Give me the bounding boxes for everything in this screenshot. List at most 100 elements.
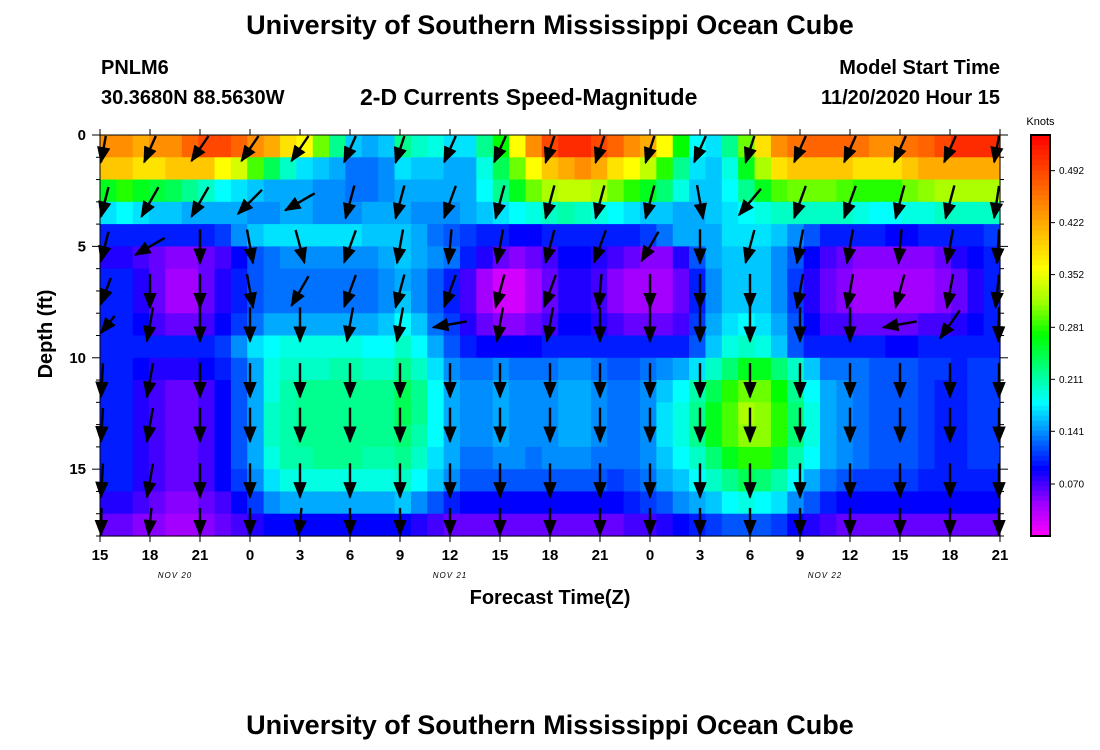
heatmap-cell bbox=[689, 201, 707, 225]
heatmap-cell bbox=[623, 357, 641, 381]
heatmap-cell bbox=[738, 469, 756, 493]
heatmap-cell bbox=[443, 268, 461, 292]
heatmap-cell bbox=[967, 491, 985, 515]
heatmap-cell bbox=[116, 268, 134, 292]
heatmap-cell bbox=[165, 424, 183, 448]
heatmap-cell bbox=[230, 357, 248, 381]
heatmap-cell bbox=[476, 402, 494, 426]
heatmap-cell bbox=[165, 402, 183, 426]
heatmap-cell bbox=[329, 313, 347, 337]
heatmap-cell bbox=[787, 424, 805, 448]
heatmap-cell bbox=[950, 402, 968, 426]
heatmap-cell bbox=[820, 224, 837, 247]
heatmap-cell bbox=[918, 246, 936, 270]
heatmap-cell bbox=[590, 179, 608, 203]
heatmap-cell bbox=[950, 268, 968, 292]
current-vector-arrow bbox=[143, 463, 157, 499]
heatmap-cell bbox=[509, 491, 527, 515]
heatmap-cell bbox=[509, 135, 527, 158]
colorbar-segment bbox=[1031, 485, 1050, 492]
colorbar-segment bbox=[1031, 285, 1050, 291]
heatmap-cell bbox=[672, 157, 690, 181]
heatmap-cell bbox=[460, 179, 477, 203]
heatmap-cell bbox=[934, 157, 952, 181]
heatmap-cell bbox=[869, 357, 887, 381]
heatmap-cell bbox=[607, 402, 625, 426]
heatmap-cell bbox=[263, 201, 281, 225]
heatmap-cell bbox=[443, 246, 461, 270]
heatmap-cell bbox=[918, 380, 936, 403]
current-vector-arrow bbox=[240, 135, 260, 163]
heatmap-cell bbox=[820, 201, 837, 225]
heatmap-cell bbox=[672, 424, 690, 448]
heatmap-cell bbox=[640, 424, 657, 448]
heatmap-cell bbox=[852, 135, 870, 158]
heatmap-cell bbox=[983, 157, 1001, 181]
x-tick-label: 12 bbox=[842, 547, 859, 564]
colorbar-segment bbox=[1031, 225, 1050, 231]
heatmap-cell bbox=[770, 513, 788, 537]
heatmap-cell bbox=[607, 135, 625, 158]
heatmap-cell bbox=[525, 469, 543, 493]
heatmap-cell bbox=[721, 491, 739, 515]
heatmap-cell bbox=[558, 402, 576, 426]
current-vector-arrow bbox=[283, 192, 316, 212]
heatmap-cell bbox=[460, 402, 477, 426]
heatmap-cell bbox=[525, 224, 543, 247]
heatmap-cell bbox=[394, 357, 412, 381]
heatmap-cell bbox=[558, 446, 576, 470]
heatmap-cell bbox=[132, 402, 150, 426]
current-vector-arrow bbox=[793, 229, 807, 265]
heatmap-cell bbox=[754, 446, 772, 470]
heatmap-cell bbox=[410, 335, 428, 359]
heatmap-cell bbox=[280, 513, 297, 537]
heatmap-cell bbox=[558, 224, 576, 247]
colorbar-segment bbox=[1031, 505, 1050, 512]
heatmap-cell bbox=[509, 380, 527, 403]
heatmap-cell bbox=[721, 201, 739, 225]
heatmap-cell bbox=[116, 135, 134, 158]
heatmap-cell bbox=[394, 446, 412, 470]
heatmap-cell bbox=[852, 424, 870, 448]
heatmap-cell bbox=[590, 268, 608, 292]
current-vector-arrow bbox=[593, 185, 606, 220]
heatmap-cell bbox=[558, 157, 576, 181]
heatmap-cell bbox=[770, 201, 788, 225]
heatmap-cell bbox=[803, 491, 821, 515]
heatmap-cell bbox=[852, 402, 870, 426]
date-label: NOV 21 bbox=[433, 571, 467, 580]
heatmap-cell bbox=[640, 313, 657, 337]
current-vector-arrow bbox=[943, 135, 957, 164]
heatmap-cell bbox=[181, 380, 199, 403]
heatmap-cell bbox=[803, 446, 821, 470]
heatmap-cell bbox=[263, 313, 281, 337]
heatmap-cell bbox=[836, 268, 854, 292]
current-vector-arrow bbox=[95, 363, 109, 399]
colorbar-segment bbox=[1031, 400, 1050, 407]
heatmap-cell bbox=[705, 201, 723, 225]
heatmap-cell bbox=[574, 491, 592, 515]
heatmap-cell bbox=[361, 491, 379, 515]
heatmap-cell bbox=[852, 313, 870, 337]
heatmap-cell bbox=[312, 157, 330, 181]
heatmap-cell bbox=[672, 224, 690, 247]
heatmap-cell bbox=[525, 357, 543, 381]
colorbar-segment bbox=[1031, 215, 1050, 221]
current-vector-arrow bbox=[99, 277, 113, 306]
colorbar-tick-label: 0.141 bbox=[1059, 427, 1084, 438]
heatmap-cell bbox=[525, 380, 543, 403]
x-tick-label: 6 bbox=[346, 547, 354, 564]
heatmap-cell bbox=[787, 335, 805, 359]
heatmap-cell bbox=[967, 224, 985, 247]
heatmap-cell bbox=[738, 268, 756, 292]
heatmap-cell bbox=[247, 201, 265, 225]
heatmap-cell bbox=[967, 469, 985, 493]
heatmap-cell bbox=[280, 446, 297, 470]
heatmap-cell bbox=[574, 335, 592, 359]
current-vector-arrow bbox=[343, 135, 357, 164]
colorbar-segment bbox=[1031, 340, 1050, 347]
heatmap-cell bbox=[950, 224, 968, 247]
heatmap-cell bbox=[607, 224, 625, 247]
heatmap-cell bbox=[410, 290, 428, 314]
heatmap-cell bbox=[181, 357, 199, 381]
